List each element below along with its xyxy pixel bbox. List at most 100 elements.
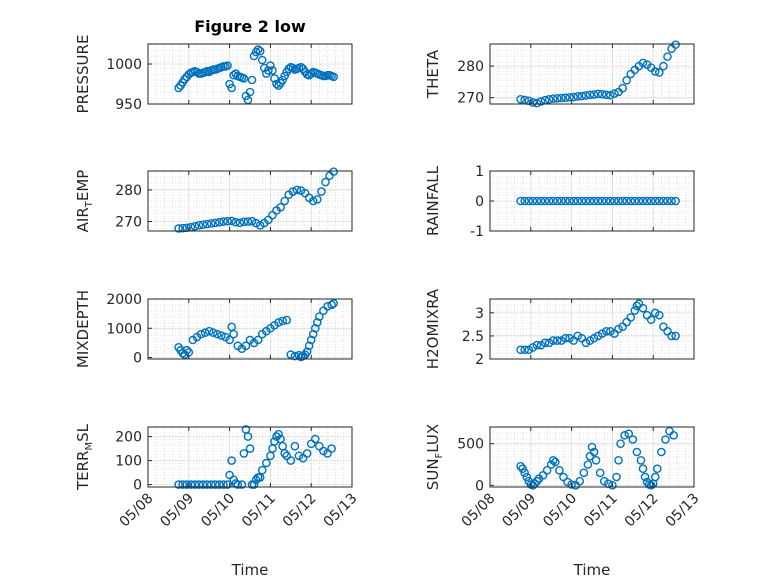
data-point: [559, 472, 568, 482]
data-point: [253, 45, 263, 54]
data-point: [278, 316, 287, 326]
data-point: [528, 98, 538, 107]
data-point: [524, 196, 534, 206]
y-tick-label: 500: [457, 437, 484, 453]
data-point: [618, 196, 627, 206]
data-point: [268, 66, 277, 75]
data-point: [231, 217, 241, 227]
data-point: [313, 318, 322, 327]
x-tick-label: 05/09: [157, 491, 197, 531]
data-point: [255, 221, 265, 230]
x-tick-label: 05/11: [239, 491, 279, 531]
data-point: [638, 196, 648, 206]
data-point: [327, 444, 336, 453]
data-point: [280, 196, 289, 206]
x-axis-label: Time: [573, 561, 611, 579]
data-point: [518, 464, 527, 473]
data-point: [257, 465, 267, 475]
data-point: [553, 336, 562, 345]
data-point: [620, 431, 629, 440]
x-tick-label: 05/13: [321, 491, 361, 531]
data-point: [667, 196, 676, 206]
data-point: [239, 74, 249, 83]
data-point: [655, 196, 664, 206]
data-point: [589, 90, 599, 99]
data-point: [548, 336, 558, 345]
data-point: [202, 219, 212, 229]
y-tick-label: 270: [115, 215, 142, 231]
data-point: [663, 196, 672, 206]
data-point: [208, 328, 218, 337]
y-tick-label: 280: [457, 59, 484, 75]
data-point: [536, 97, 546, 106]
data-point: [302, 449, 312, 458]
data-point: [577, 196, 587, 206]
data-point: [315, 312, 324, 321]
data-point: [520, 468, 529, 478]
x-tick-label: 05/08: [459, 491, 499, 531]
data-point: [616, 439, 625, 448]
data-point: [520, 95, 529, 105]
data-point: [640, 472, 650, 482]
x-tick-label: 05/12: [622, 491, 662, 531]
data-point: [249, 480, 259, 489]
data-point: [581, 196, 591, 206]
data-point: [557, 93, 566, 103]
data-point: [200, 328, 210, 337]
data-point: [520, 196, 529, 206]
data-point: [194, 221, 204, 230]
data-point: [290, 351, 300, 361]
y-tick-label: 2: [475, 352, 484, 368]
data-point: [614, 196, 623, 206]
data-point: [601, 327, 611, 336]
data-point: [219, 480, 228, 489]
y-axis-label: TERRMSL: [74, 423, 95, 491]
data-point: [671, 40, 680, 49]
data-point: [650, 196, 660, 206]
data-point: [565, 93, 574, 102]
data-point: [663, 52, 672, 61]
data-point: [329, 299, 338, 308]
data-point: [196, 329, 206, 339]
data-point: [178, 223, 187, 233]
data-point: [264, 66, 273, 75]
y-axis-label: RAINFALL: [424, 165, 442, 236]
data-point: [659, 196, 668, 206]
data-point: [329, 72, 338, 82]
x-tick-label: 05/10: [198, 491, 238, 531]
data-point: [262, 458, 271, 468]
data-point: [276, 203, 285, 212]
data-point: [280, 449, 289, 458]
data-point: [589, 196, 599, 206]
data-point: [601, 90, 611, 100]
data-point: [597, 89, 607, 99]
data-point: [630, 196, 640, 206]
data-point: [237, 480, 247, 489]
data-point: [229, 329, 238, 339]
data-point: [182, 345, 192, 355]
data-point: [661, 435, 670, 444]
subplot-rainfall: -1 0 1 RAINFALL: [424, 164, 695, 240]
data-point: [593, 89, 603, 99]
data-point: [650, 67, 660, 76]
data-point: [608, 481, 617, 490]
data-point: [548, 456, 558, 465]
axes-box: [489, 298, 695, 360]
y-tick-label: 200: [115, 430, 142, 446]
axes-box: [147, 426, 353, 488]
data-point: [614, 456, 623, 465]
data-point: [274, 81, 283, 90]
y-tick-label: 0: [475, 478, 484, 494]
data-point: [610, 196, 619, 206]
data-point: [601, 196, 611, 206]
data-point: [520, 345, 529, 355]
data-point: [555, 466, 564, 475]
subplot-pressure: 950 1000 PRESSURE Figure 2 low: [74, 17, 353, 113]
data-point: [659, 61, 668, 71]
data-point: [251, 218, 261, 228]
data-point: [542, 466, 552, 475]
data-point: [628, 435, 638, 444]
y-tick-label: 950: [115, 97, 142, 113]
data-point: [585, 90, 595, 100]
